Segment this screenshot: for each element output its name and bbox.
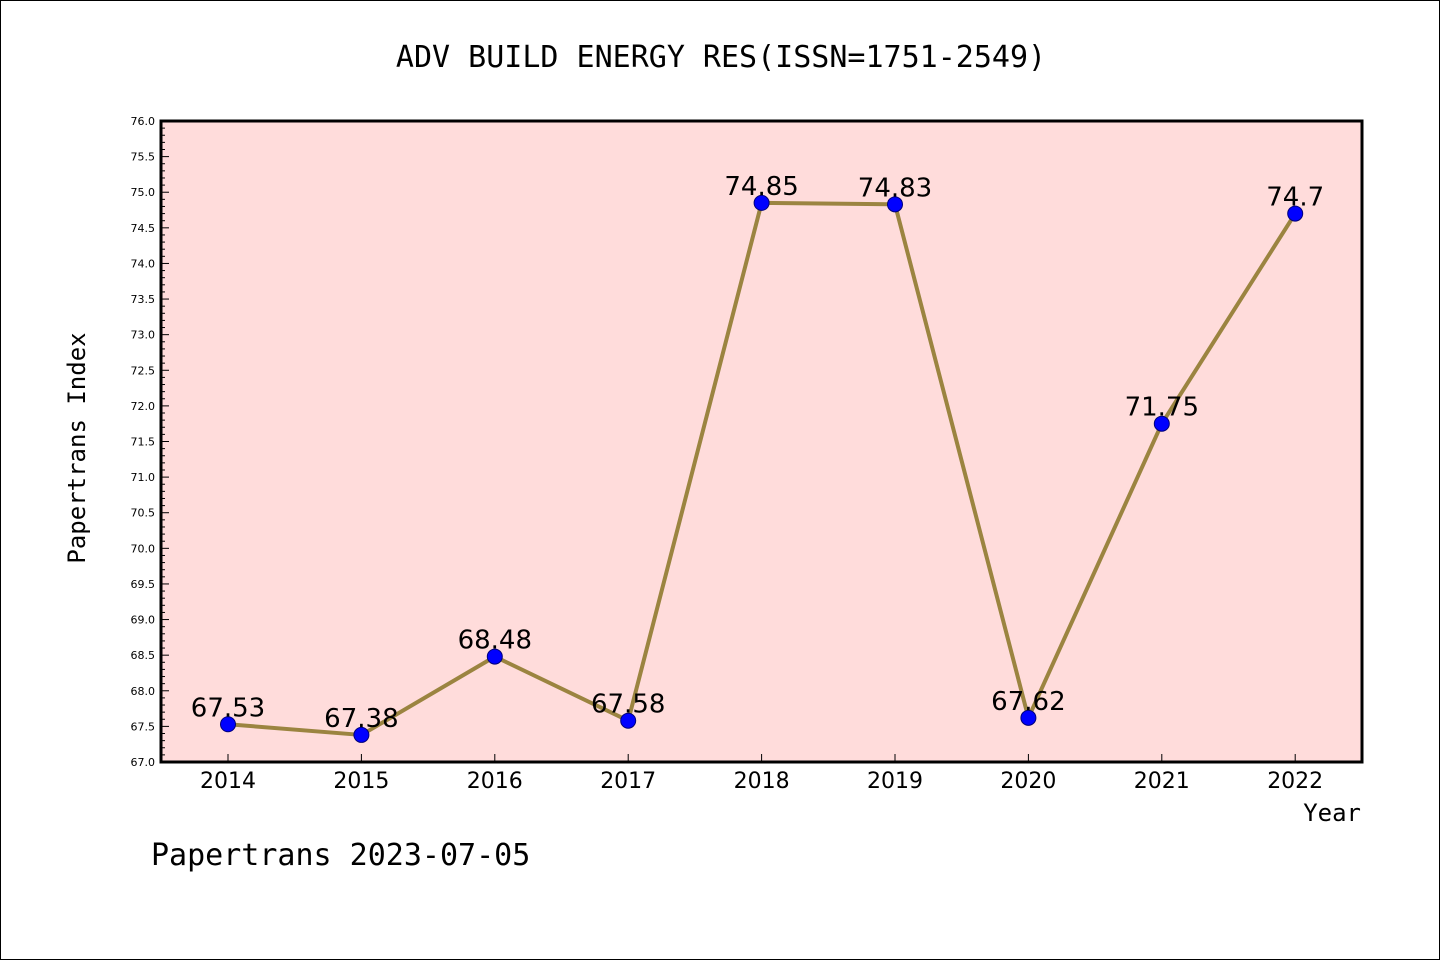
y-tick-label: 69.0 <box>131 614 156 627</box>
y-tick-label: 68.0 <box>131 685 156 698</box>
x-tick-label: 2021 <box>1134 769 1190 794</box>
y-tick-label: 72.0 <box>131 400 156 413</box>
x-tick-label: 2014 <box>200 769 256 794</box>
x-tick-label: 2015 <box>333 769 389 794</box>
data-value-label: 67.53 <box>191 693 265 723</box>
y-tick-label: 76.0 <box>131 115 156 128</box>
data-labels: 67.53 67.38 68.48 67.58 74.85 74.83 67.62 71.75… <box>191 172 1324 734</box>
y-tick-label: 73.5 <box>131 293 156 306</box>
data-value-label: 74.83 <box>858 173 932 203</box>
plot-area <box>161 121 1362 762</box>
data-value-label: 67.58 <box>591 690 665 720</box>
x-axis-label: Year <box>1303 799 1361 827</box>
x-axis: 2014 2015 2016 2017 2018 2019 2020 2021 2022 <box>200 754 1323 794</box>
x-tick-label: 2020 <box>1000 769 1056 794</box>
data-value-label: 68.48 <box>458 626 532 656</box>
y-tick-label: 75.5 <box>131 151 156 164</box>
y-tick-label: 70.0 <box>131 542 156 555</box>
data-point-marker <box>753 194 770 211</box>
y-tick-label: 67.5 <box>131 720 156 733</box>
chart-title: ADV BUILD ENERGY RES(ISSN=1751-2549) <box>396 40 1046 75</box>
data-point-marker <box>220 716 236 733</box>
x-tick-label: 2018 <box>734 769 790 794</box>
data-value-label: 67.62 <box>991 687 1065 717</box>
y-tick-label: 68.5 <box>131 649 156 662</box>
x-tick-label: 2022 <box>1267 769 1323 794</box>
data-value-label: 74.7 <box>1266 183 1324 213</box>
footer-date-text: Papertrans 2023-07-05 <box>151 838 530 873</box>
data-value-label: 74.85 <box>724 172 798 202</box>
x-tick-label: 2016 <box>467 769 523 794</box>
y-tick-label: 70.5 <box>131 507 156 520</box>
data-point-marker <box>620 712 637 729</box>
data-point-marker <box>353 726 370 743</box>
data-value-label: 67.38 <box>324 704 398 734</box>
plot-frame <box>159 119 1364 764</box>
y-tick-label: 73.0 <box>131 329 156 342</box>
y-tick-label: 71.5 <box>131 436 156 449</box>
data-value-label: 71.75 <box>1125 393 1199 423</box>
y-tick-label: 69.5 <box>131 578 156 591</box>
series-markers <box>220 194 1304 743</box>
y-tick-label: 67.0 <box>131 756 156 769</box>
y-tick-label: 72.5 <box>131 364 156 377</box>
data-point-marker <box>1287 205 1304 222</box>
data-point-marker <box>1153 415 1170 432</box>
data-point-marker <box>486 648 503 665</box>
y-tick-label: 74.0 <box>131 257 156 270</box>
y-tick-label: 71.0 <box>131 471 156 484</box>
y-tick-label: 75.0 <box>131 186 156 199</box>
y-axis-label: Papertrans Index <box>63 332 91 563</box>
x-tick-label: 2017 <box>600 769 656 794</box>
x-tick-label: 2019 <box>867 769 923 794</box>
data-point-marker <box>1020 709 1037 726</box>
y-tick-label: 74.5 <box>131 222 156 235</box>
data-point-marker <box>887 196 903 213</box>
